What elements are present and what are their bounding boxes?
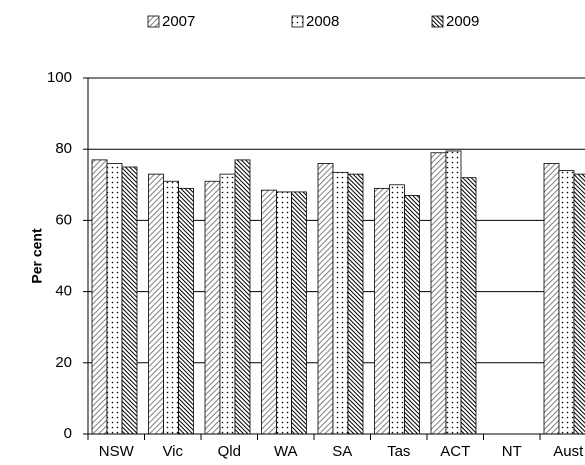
bar	[374, 187, 390, 435]
x-tick-label: Vic	[162, 443, 183, 460]
legend-label: 2007	[162, 13, 195, 30]
bar	[148, 173, 164, 435]
bar	[573, 173, 585, 435]
x-tick-label: SA	[332, 443, 352, 460]
bar	[347, 173, 364, 435]
bar	[317, 163, 334, 435]
y-tick-label: 0	[64, 425, 72, 442]
bar	[121, 166, 138, 435]
y-tick-label: 80	[55, 140, 72, 157]
bar	[291, 191, 307, 435]
bar	[261, 189, 277, 435]
x-tick-label: NT	[502, 443, 522, 460]
x-tick-label: Tas	[387, 443, 410, 460]
bar	[404, 195, 420, 435]
bar	[106, 163, 123, 435]
y-tick-label: 60	[55, 211, 72, 228]
legend-swatch	[291, 15, 304, 28]
bar	[219, 173, 236, 435]
bar	[430, 152, 447, 435]
bar	[234, 159, 251, 435]
bar	[543, 163, 560, 435]
legend-swatch	[147, 15, 160, 28]
legend-label: 2008	[306, 13, 339, 30]
bar	[163, 180, 179, 435]
y-axis-label: Per cent	[29, 228, 45, 284]
y-tick-label: 100	[47, 69, 72, 86]
x-tick-label: Qld	[218, 443, 241, 460]
x-tick-label: ACT	[440, 443, 470, 460]
x-tick-label: Aust	[553, 443, 584, 460]
legend-label: 2009	[446, 13, 479, 30]
bar	[332, 171, 349, 435]
legend-swatch	[431, 15, 444, 28]
bar	[276, 191, 292, 435]
y-tick-label: 40	[55, 283, 72, 300]
bar	[178, 187, 194, 435]
bar	[445, 150, 462, 435]
x-tick-label: WA	[274, 443, 298, 460]
x-tick-label: NSW	[99, 443, 135, 460]
bar	[204, 180, 221, 435]
y-tick-label: 20	[55, 354, 72, 371]
bar	[389, 184, 405, 435]
bar	[91, 159, 108, 435]
bar	[558, 170, 575, 435]
bar	[460, 177, 477, 435]
